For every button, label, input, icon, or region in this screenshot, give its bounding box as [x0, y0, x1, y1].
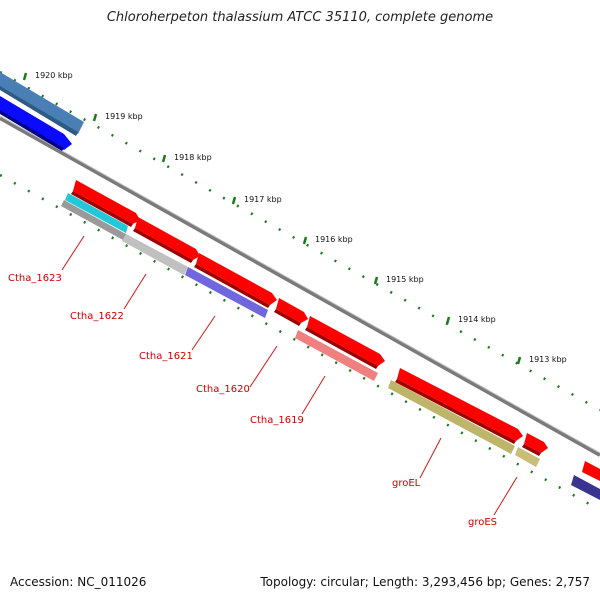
gene-label-ctha-1619[interactable]: Ctha_1619: [250, 415, 304, 426]
gene-label-ctha-1620[interactable]: Ctha_1620: [196, 384, 250, 395]
leader-ctha-1620: [249, 345, 278, 388]
cog-gray-1623[interactable]: [61, 200, 126, 240]
gene-ctha-1621-shade: [194, 264, 270, 308]
tick-label: 1913 kbp: [529, 355, 567, 364]
feature-steelblue-shade: [0, 86, 78, 136]
label-layer: Ctha_1623 Ctha_1622 Ctha_1621 Ctha_1620 …: [8, 235, 518, 528]
major-tick-mark: [22, 72, 28, 81]
gene-ctha-1619-shade: [305, 327, 378, 369]
gene-layer: [61, 180, 600, 500]
gene-ctha-1621[interactable]: [196, 253, 277, 305]
feature-steelblue[interactable]: [0, 72, 84, 134]
gene-ctha-1622-shade: [133, 228, 193, 263]
cog-navy-next[interactable]: [571, 475, 600, 500]
feature-blue-shade: [0, 110, 64, 151]
major-tick-mark: [373, 276, 379, 285]
leader-ctha-1623: [61, 235, 85, 271]
gene-groes[interactable]: [524, 433, 548, 453]
major-tick-mark: [516, 356, 522, 365]
cog-slateblue-1621[interactable]: [185, 267, 268, 318]
outer-tick-ring: [0, 70, 600, 412]
gene-ctha-1620[interactable]: [276, 298, 308, 323]
tick-layer: 1920 kbp 1919 kbp 1918 kbp 1917 kbp 1916 kbp…: [22, 71, 567, 365]
gene-label-groel[interactable]: groEL: [392, 478, 421, 489]
gene-ctha-1619[interactable]: [307, 316, 385, 366]
major-tick-mark: [92, 113, 98, 122]
accession-text: Accession: NC_011026: [10, 575, 147, 589]
gene-next[interactable]: [582, 461, 600, 481]
leader-ctha-1621: [191, 315, 216, 351]
gene-groel[interactable]: [397, 368, 523, 441]
cog-khaki-groel[interactable]: [388, 380, 515, 454]
major-tick-mark: [302, 236, 308, 245]
tick-label: 1920 kbp: [35, 71, 73, 80]
major-tick-mark: [161, 154, 167, 163]
inner-tick-ring: [0, 173, 600, 512]
genome-backbone: [0, 116, 600, 457]
cog-khaki-groes[interactable]: [515, 447, 540, 467]
tick-label: 1914 kbp: [458, 315, 496, 324]
gene-groel-shade: [395, 379, 516, 444]
cog-salmon-1619[interactable]: [295, 330, 378, 381]
gene-ctha-1622[interactable]: [135, 217, 200, 260]
gene-groes-shade: [522, 444, 541, 456]
cog-gray-1622[interactable]: [122, 234, 188, 275]
gene-label-ctha-1623[interactable]: Ctha_1623: [8, 273, 62, 284]
tick-label: 1918 kbp: [174, 153, 212, 162]
gene-label-ctha-1621[interactable]: Ctha_1621: [139, 351, 193, 362]
major-tick-mark: [231, 196, 237, 205]
gene-ctha-1623[interactable]: [73, 180, 140, 224]
leader-groel: [419, 437, 442, 479]
gene-ctha-1620-shade: [274, 309, 301, 326]
gene-ctha-1623-shade: [71, 191, 133, 227]
feature-blue[interactable]: [0, 96, 72, 150]
major-tick-mark: [445, 316, 451, 325]
genome-backbone-highlight: [0, 115, 600, 454]
tick-label: 1919 kbp: [105, 112, 143, 121]
tick-label: 1917 kbp: [244, 195, 282, 204]
leader-ctha-1622: [123, 273, 147, 310]
cog-cyan[interactable]: [65, 193, 128, 233]
tick-label: 1915 kbp: [386, 275, 424, 284]
leader-ctha-1619: [301, 375, 326, 415]
tick-label: 1916 kbp: [315, 235, 353, 244]
map-title: Chloroherpeton thalassium ATCC 35110, co…: [106, 10, 494, 25]
genome-summary-text: Topology: circular; Length: 3,293,456 bp…: [260, 575, 590, 589]
leader-groes: [493, 476, 518, 516]
gene-label-groes[interactable]: groES: [468, 517, 497, 528]
gene-label-ctha-1622[interactable]: Ctha_1622: [70, 311, 124, 322]
